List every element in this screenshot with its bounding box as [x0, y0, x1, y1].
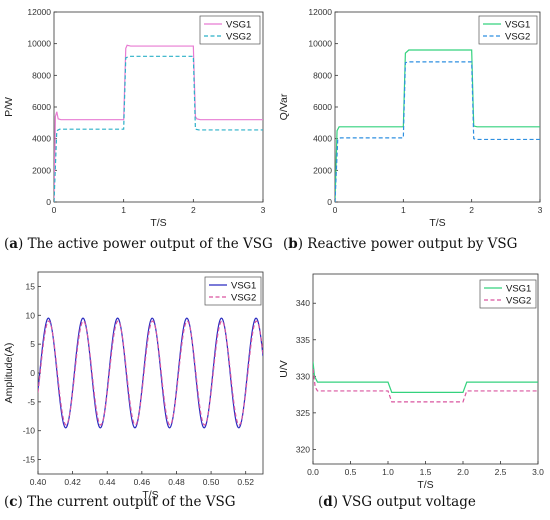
y-tick-label: 5 [30, 339, 35, 349]
x-tick-label: 1.5 [420, 467, 432, 477]
legend-label-vsg2: VSG2 [231, 293, 256, 304]
y-tick-label: -15 [23, 455, 36, 465]
series-line-vsg2 [313, 368, 538, 403]
series-line-vsg1 [335, 49, 540, 202]
y-axis-label: P/W [3, 97, 15, 117]
series-line-vsg1 [38, 317, 263, 429]
legend-label-vsg1: VSG1 [231, 281, 256, 292]
caption-c: (c) The current output of the VSG [4, 494, 236, 510]
series-line-vsg2 [38, 320, 263, 426]
y-tick-label: 2000 [32, 165, 51, 175]
y-tick-label: 12000 [308, 7, 332, 17]
legend-label-vsg1: VSG1 [226, 20, 251, 31]
caption-d: (d) VSG output voltage [318, 494, 476, 510]
series-line-vsg2 [335, 61, 540, 202]
x-tick-label: 0.42 [64, 477, 81, 487]
x-axis-label: T/S [417, 479, 433, 491]
y-tick-label: 0 [327, 197, 332, 207]
y-tick-label: -5 [27, 397, 35, 407]
y-tick-label: 335 [296, 335, 310, 345]
x-tick-label: 1 [401, 205, 406, 215]
y-tick-label: 15 [26, 281, 36, 291]
y-axis-label: Q/Var [278, 93, 290, 120]
y-tick-label: 330 [296, 371, 310, 381]
y-tick-label: 4000 [32, 134, 51, 144]
x-axis-label: T/S [429, 217, 445, 229]
x-tick-label: 0.44 [99, 477, 116, 487]
x-tick-label: 1.0 [382, 467, 394, 477]
y-axis-label: U/V [278, 360, 290, 378]
x-tick-label: 0.52 [237, 477, 254, 487]
x-tick-label: 2 [191, 205, 196, 215]
y-tick-label: 325 [296, 408, 310, 418]
x-tick-label: 2 [469, 205, 474, 215]
chart-reactive-power: 0 1 2 3 0 2000 4000 6000 8000 10000 12000 T/S Q/Var V… [275, 0, 550, 229]
chart-output-voltage: 0.0 0.5 1.0 1.5 2.0 2.5 3.0 320 325 330 335 340 T/S U… [275, 262, 550, 491]
caption-b: (b) Reactive power output by VSG [283, 236, 518, 252]
y-tick-label: 8000 [32, 70, 51, 80]
y-tick-label: 2000 [313, 165, 332, 175]
legend-label-vsg1: VSG1 [505, 20, 530, 31]
x-tick-label: 1 [121, 205, 126, 215]
y-tick-label: 4000 [313, 134, 332, 144]
x-axis-label: T/S [142, 489, 158, 501]
y-tick-label: 8000 [313, 70, 332, 80]
series-line-vsg1 [313, 361, 538, 393]
legend-box [479, 279, 537, 309]
x-tick-label: 0.48 [168, 477, 185, 487]
x-tick-label: 0.5 [345, 467, 357, 477]
legend-label-vsg1: VSG1 [506, 284, 531, 295]
x-tick-label: 0 [52, 205, 57, 215]
series-line-vsg2 [54, 55, 263, 202]
x-tick-label: 3 [538, 205, 543, 215]
y-tick-label: 12000 [27, 7, 51, 17]
caption-a: (a) The active power output of the VSG [4, 236, 273, 252]
x-tick-label: 3 [261, 205, 266, 215]
x-tick-label: 0.0 [307, 467, 319, 477]
y-tick-label: 10000 [308, 39, 332, 49]
x-tick-label: 3.0 [532, 467, 544, 477]
y-tick-label: 6000 [313, 102, 332, 112]
y-tick-label: 10 [26, 310, 36, 320]
chart-active-power: 0 1 2 3 0 2000 4000 6000 8000 10000 12000 T/S P/W VSG… [0, 0, 275, 229]
series-line-vsg1 [54, 44, 263, 202]
y-tick-label: -10 [23, 426, 36, 436]
legend-box [478, 15, 538, 45]
legend-label-vsg2: VSG2 [505, 32, 530, 43]
y-axis-label: Amplitude(A) [3, 343, 15, 404]
legend-box [199, 15, 261, 45]
y-tick-label: 340 [296, 298, 310, 308]
legend-label-vsg2: VSG2 [226, 32, 251, 43]
y-tick-label: 10000 [27, 39, 51, 49]
legend-label-vsg2: VSG2 [506, 296, 531, 307]
y-tick-label: 0 [30, 368, 35, 378]
x-tick-label: 0 [333, 205, 338, 215]
legend-box [204, 276, 262, 306]
y-tick-label: 0 [46, 197, 51, 207]
y-tick-label: 320 [296, 444, 310, 454]
x-tick-label: 0.40 [30, 477, 47, 487]
x-axis-label: T/S [150, 217, 166, 229]
x-tick-label: 2.5 [495, 467, 507, 477]
x-tick-label: 0.46 [134, 477, 151, 487]
chart-current-output: 0.40 0.42 0.44 0.46 0.48 0.50 0.52 -15 -10 -5 0 5 10… [0, 262, 275, 501]
x-tick-label: 0.50 [203, 477, 220, 487]
x-tick-label: 2.0 [457, 467, 469, 477]
y-tick-label: 6000 [32, 102, 51, 112]
